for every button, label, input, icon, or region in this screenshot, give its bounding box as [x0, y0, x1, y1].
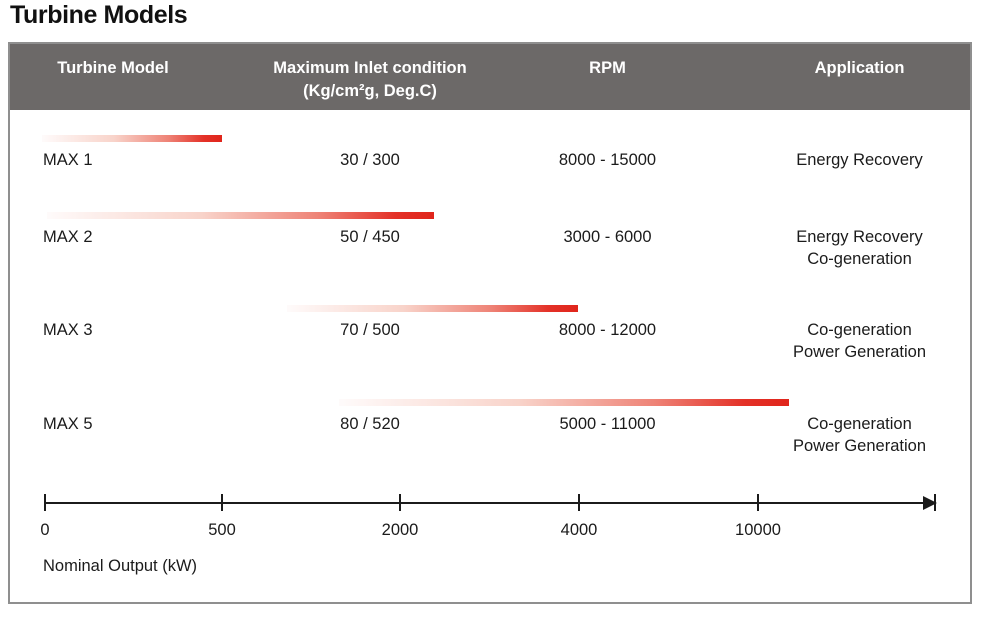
axis-tick [399, 494, 401, 511]
table-row: MAX 1 30 / 300 8000 - 15000 Energy Recov… [10, 129, 970, 201]
axis-tick [221, 494, 223, 511]
application-value: Energy Recovery [737, 149, 982, 171]
output-range-bar [42, 135, 222, 142]
axis-end-tick [934, 494, 936, 511]
turbine-model-value: MAX 2 [43, 228, 93, 246]
axis-tick-label: 500 [208, 521, 236, 539]
column-header-rpm: RPM [589, 59, 626, 77]
rpm-value: 3000 - 6000 [563, 228, 652, 246]
application-value: Energy Recovery Co-generation [737, 226, 982, 270]
axis-tick-label: 0 [40, 521, 50, 539]
table-row: MAX 3 70 / 500 8000 - 12000 Co-generatio… [10, 299, 970, 371]
application-line1: Energy Recovery [796, 151, 923, 169]
turbine-model-value: MAX 1 [43, 151, 93, 169]
column-header-application: Application [814, 59, 905, 77]
axis-tick-label: 2000 [381, 521, 419, 539]
turbine-model-value: MAX 5 [43, 415, 93, 433]
application-value: Co-generation Power Generation [737, 413, 982, 457]
axis-tick-label: 10000 [735, 521, 781, 539]
axis-tick [757, 494, 759, 511]
column-header-turbine-model: Turbine Model [57, 59, 169, 77]
rpm-value: 5000 - 11000 [559, 415, 656, 433]
axis-tick-label: 4000 [560, 521, 598, 539]
application-line2: Power Generation [793, 437, 926, 455]
x-axis-line [45, 502, 929, 504]
axis-tick [578, 494, 580, 511]
table-header: Turbine Model Maximum Inlet condition (K… [10, 44, 970, 110]
x-axis-arrow-icon [923, 496, 937, 510]
application-line1: Co-generation [807, 415, 912, 433]
inlet-header-line1: Maximum Inlet condition [273, 59, 467, 77]
application-line2: Co-generation [807, 250, 912, 268]
rpm-value: 8000 - 15000 [558, 151, 657, 169]
application-value: Co-generation Power Generation [737, 319, 982, 363]
table-row: MAX 5 80 / 520 5000 - 11000 Co-generatio… [10, 393, 970, 465]
inlet-condition-value: 50 / 450 [340, 228, 400, 246]
column-header-inlet-condition: Maximum Inlet condition (Kg/cm²g, Deg.C) [260, 57, 480, 103]
output-range-bar [47, 212, 434, 219]
x-axis-title: Nominal Output (kW) [43, 557, 198, 575]
inlet-condition-value: 80 / 520 [340, 415, 400, 433]
inlet-condition-value: 30 / 300 [340, 151, 400, 169]
application-line1: Energy Recovery [796, 228, 923, 246]
inlet-header-line2: (Kg/cm²g, Deg.C) [303, 82, 437, 100]
turbine-model-value: MAX 3 [43, 321, 93, 339]
application-line1: Co-generation [807, 321, 912, 339]
axis-tick [44, 494, 46, 511]
application-line2: Power Generation [793, 343, 926, 361]
table-row: MAX 2 50 / 450 3000 - 6000 Energy Recove… [10, 206, 970, 278]
page-title: Turbine Models [10, 1, 188, 29]
rpm-value: 8000 - 12000 [558, 321, 657, 339]
output-range-bar [287, 305, 578, 312]
inlet-condition-value: 70 / 500 [340, 321, 400, 339]
output-range-bar [339, 399, 789, 406]
turbine-models-chart: Turbine Model Maximum Inlet condition (K… [8, 42, 972, 604]
